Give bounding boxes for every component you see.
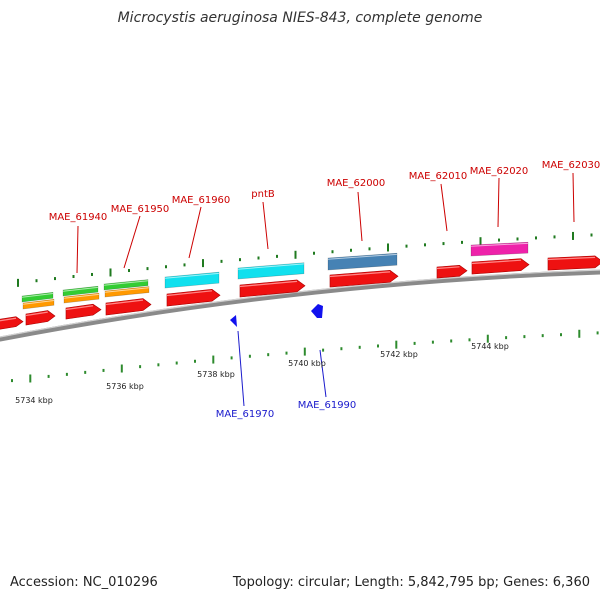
gene-label: MAE_61990: [298, 400, 357, 411]
cds-highlight: [166, 290, 213, 297]
cds-highlight: [329, 271, 391, 278]
cds-arrow: [166, 289, 221, 307]
gene-label: MAE_62020: [470, 166, 529, 177]
leader-line: [319, 349, 327, 398]
cyan-feature: [164, 271, 220, 289]
lower-tick-track: [11, 329, 599, 383]
feature-highlight: [22, 299, 55, 305]
feature-highlight: [104, 287, 150, 293]
topology-text: Topology: circular; Length: 5,842,795 bp…: [232, 575, 590, 590]
genome-backbone: [0, 269, 600, 342]
chart-title: Microcystis aeruginosa NIES-843, complet…: [117, 10, 483, 26]
kbp-label: 5742 kbp: [380, 350, 418, 359]
kbp-label: 5738 kbp: [197, 370, 235, 379]
feature-track: [0, 241, 600, 330]
cds-highlight: [25, 311, 48, 317]
blue-feature-arrow: [311, 304, 323, 318]
kbp-label: 5736 kbp: [106, 382, 144, 391]
leader-line: [123, 215, 141, 269]
feature-highlight: [63, 293, 100, 299]
leader-line: [572, 172, 575, 223]
cyan-feature: [237, 262, 305, 280]
leader-line: [76, 225, 79, 274]
cds-highlight: [547, 256, 596, 261]
gene-label: MAE_61960: [172, 195, 231, 206]
feature-highlight: [164, 272, 220, 279]
feature-highlight: [237, 263, 305, 270]
cds-highlight: [0, 317, 17, 322]
genome-backbone-highlight: [0, 269, 600, 338]
cds-arrow: [65, 303, 102, 320]
label-leaders: [76, 172, 575, 407]
gene-label: MAE_61940: [49, 212, 108, 223]
upper-tick-track: [17, 231, 593, 287]
cds-highlight: [239, 280, 298, 288]
kbp-label: 5734 kbp: [15, 396, 53, 405]
gene-label: MAE_62030: [542, 160, 600, 171]
cds-highlight: [471, 259, 522, 265]
cds-arrow: [239, 279, 306, 298]
gene-label: pntB: [251, 189, 275, 200]
cds-highlight: [436, 266, 460, 270]
kbp-label: 5740 kbp: [288, 359, 326, 368]
feature-highlight: [470, 242, 529, 247]
leader-line: [357, 191, 363, 242]
leader-line: [188, 206, 202, 259]
gene-label: MAE_61950: [111, 204, 170, 215]
feature-highlight: [21, 292, 54, 298]
gene-label: MAE_61970: [216, 409, 275, 420]
feature-highlight: [62, 286, 99, 292]
feature-highlight: [327, 253, 398, 260]
kbp-label: 5744 kbp: [471, 342, 509, 351]
cds-highlight: [105, 299, 144, 306]
leader-line: [262, 201, 269, 250]
blue-feature-arrow: [230, 315, 237, 327]
gene-label: MAE_62010: [409, 171, 468, 182]
cds-arrow: [329, 270, 399, 288]
leader-line: [440, 183, 448, 232]
feature-highlight: [103, 280, 149, 286]
steel-feature: [327, 252, 398, 271]
leader-line: [497, 177, 500, 228]
accession-text: Accession: NC_010296: [10, 575, 158, 590]
gene-label: MAE_62000: [327, 178, 386, 189]
leader-line: [237, 330, 245, 407]
cds-highlight: [65, 305, 94, 311]
